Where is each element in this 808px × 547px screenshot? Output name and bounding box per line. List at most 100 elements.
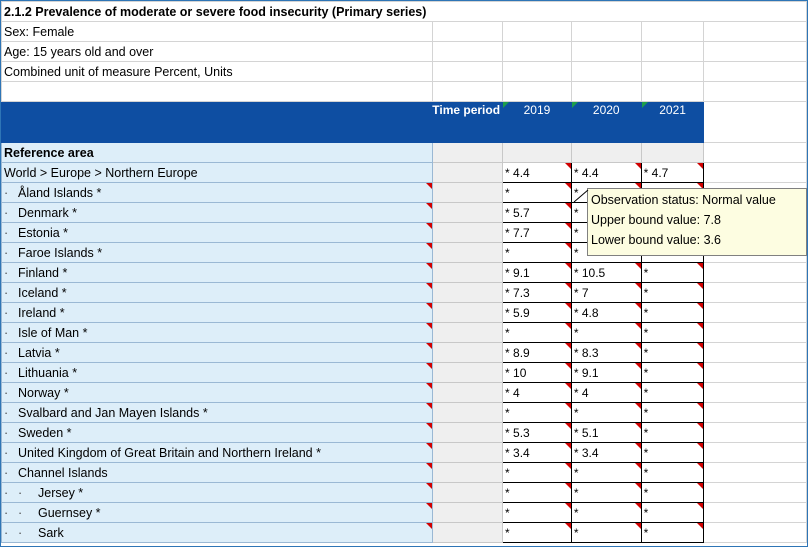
- value-cell-2019[interactable]: * 5.9: [502, 302, 572, 323]
- empty-cell[interactable]: [640, 41, 705, 62]
- value-cell-2019[interactable]: * 5.7: [502, 202, 572, 223]
- empty-cell[interactable]: [703, 422, 807, 443]
- value-cell-2020[interactable]: *: [570, 402, 642, 423]
- empty-cell[interactable]: [703, 282, 807, 303]
- value-cell-2021[interactable]: *: [640, 322, 705, 343]
- value-cell-2021[interactable]: *: [640, 482, 705, 503]
- value-cell-2019[interactable]: * 7.7: [502, 222, 572, 243]
- area-name-cell[interactable]: · Iceland *: [1, 282, 434, 303]
- value-cell-2021[interactable]: *: [640, 382, 705, 403]
- value-cell-2020[interactable]: *: [570, 522, 642, 543]
- empty-cell[interactable]: [703, 101, 807, 143]
- empty-cell[interactable]: [703, 322, 807, 343]
- value-cell-2019[interactable]: * 3.4: [502, 442, 572, 463]
- empty-cell[interactable]: [502, 21, 572, 42]
- empty-cell[interactable]: [570, 142, 642, 163]
- value-cell-2019[interactable]: * 4.4: [502, 162, 572, 183]
- empty-cell[interactable]: [570, 21, 642, 42]
- empty-cell[interactable]: [703, 142, 807, 163]
- value-cell-2019[interactable]: * 8.9: [502, 342, 572, 363]
- value-cell-2019[interactable]: * 7.3: [502, 282, 572, 303]
- value-cell-2021[interactable]: *: [640, 522, 705, 543]
- time-period-cell[interactable]: [432, 422, 504, 443]
- area-name-cell[interactable]: · Svalbard and Jan Mayen Islands *: [1, 402, 434, 423]
- value-cell-2020[interactable]: * 4.8: [570, 302, 642, 323]
- value-cell-2021[interactable]: *: [640, 262, 705, 283]
- value-cell-2020[interactable]: * 4: [570, 382, 642, 403]
- empty-cell[interactable]: [703, 61, 807, 82]
- empty-cell[interactable]: [703, 342, 807, 363]
- empty-cell[interactable]: [703, 382, 807, 403]
- value-cell-2020[interactable]: * 7: [570, 282, 642, 303]
- value-cell-2019[interactable]: *: [502, 402, 572, 423]
- empty-cell[interactable]: [703, 81, 807, 102]
- area-name-cell[interactable]: · Finland *: [1, 262, 434, 283]
- time-period-header[interactable]: Time period: [1, 101, 504, 143]
- empty-cell[interactable]: [1, 81, 434, 102]
- empty-cell[interactable]: [432, 81, 504, 102]
- area-name-cell[interactable]: · Lithuania *: [1, 362, 434, 383]
- value-cell-2021[interactable]: * 4.7: [640, 162, 705, 183]
- value-cell-2020[interactable]: * 9.1: [570, 362, 642, 383]
- value-cell-2019[interactable]: * 10: [502, 362, 572, 383]
- value-cell-2021[interactable]: *: [640, 502, 705, 523]
- value-cell-2019[interactable]: *: [502, 182, 572, 203]
- sex-cell[interactable]: Sex: Female: [1, 21, 434, 42]
- empty-cell[interactable]: [570, 41, 642, 62]
- empty-cell[interactable]: [502, 142, 572, 163]
- age-cell[interactable]: Age: 15 years old and over: [1, 41, 434, 62]
- value-cell-2020[interactable]: * 3.4: [570, 442, 642, 463]
- time-period-cell[interactable]: [432, 362, 504, 383]
- empty-cell[interactable]: [432, 142, 504, 163]
- empty-cell[interactable]: [703, 402, 807, 423]
- time-period-cell[interactable]: [432, 462, 504, 483]
- year-header-2019[interactable]: 2019: [502, 101, 572, 143]
- area-name-cell[interactable]: · Channel Islands: [1, 462, 434, 483]
- reference-area-header[interactable]: Reference area: [1, 142, 434, 163]
- value-cell-2019[interactable]: * 5.3: [502, 422, 572, 443]
- area-name-cell[interactable]: · United Kingdom of Great Britain and Nor…: [1, 442, 434, 463]
- value-cell-2021[interactable]: *: [640, 302, 705, 323]
- empty-cell[interactable]: [703, 262, 807, 283]
- value-cell-2020[interactable]: *: [570, 482, 642, 503]
- area-name-cell[interactable]: · Ireland *: [1, 302, 434, 323]
- empty-cell[interactable]: [703, 502, 807, 523]
- area-name-cell[interactable]: · Isle of Man *: [1, 322, 434, 343]
- empty-cell[interactable]: [432, 21, 504, 42]
- year-header-2021[interactable]: 2021: [640, 101, 705, 143]
- time-period-cell[interactable]: [432, 442, 504, 463]
- value-cell-2019[interactable]: * 4: [502, 382, 572, 403]
- area-name-cell[interactable]: · Denmark *: [1, 202, 434, 223]
- empty-cell[interactable]: [640, 61, 705, 82]
- value-cell-2019[interactable]: *: [502, 522, 572, 543]
- empty-cell[interactable]: [640, 21, 705, 42]
- value-cell-2021[interactable]: *: [640, 402, 705, 423]
- empty-cell[interactable]: [703, 462, 807, 483]
- empty-cell[interactable]: [703, 362, 807, 383]
- empty-cell[interactable]: [703, 522, 807, 543]
- empty-cell[interactable]: [703, 162, 807, 183]
- value-cell-2020[interactable]: *: [570, 502, 642, 523]
- empty-cell[interactable]: [703, 302, 807, 323]
- time-period-cell[interactable]: [432, 202, 504, 223]
- value-cell-2020[interactable]: * 10.5: [570, 262, 642, 283]
- value-cell-2020[interactable]: * 5.1: [570, 422, 642, 443]
- area-name-cell[interactable]: · Sweden *: [1, 422, 434, 443]
- time-period-cell[interactable]: [432, 262, 504, 283]
- empty-cell[interactable]: [432, 41, 504, 62]
- empty-cell[interactable]: [502, 41, 572, 62]
- empty-cell[interactable]: [432, 61, 504, 82]
- empty-cell[interactable]: [703, 41, 807, 62]
- empty-cell[interactable]: [640, 142, 705, 163]
- value-cell-2021[interactable]: *: [640, 362, 705, 383]
- time-period-cell[interactable]: [432, 162, 504, 183]
- area-name-cell[interactable]: · Latvia *: [1, 342, 434, 363]
- value-cell-2019[interactable]: *: [502, 502, 572, 523]
- time-period-cell[interactable]: [432, 502, 504, 523]
- value-cell-2021[interactable]: *: [640, 422, 705, 443]
- area-name-cell[interactable]: World > Europe > Northern Europe: [1, 162, 434, 183]
- time-period-cell[interactable]: [432, 222, 504, 243]
- sheet-title[interactable]: 2.1.2 Prevalence of moderate or severe f…: [1, 1, 807, 22]
- time-period-cell[interactable]: [432, 182, 504, 203]
- empty-cell[interactable]: [502, 81, 572, 102]
